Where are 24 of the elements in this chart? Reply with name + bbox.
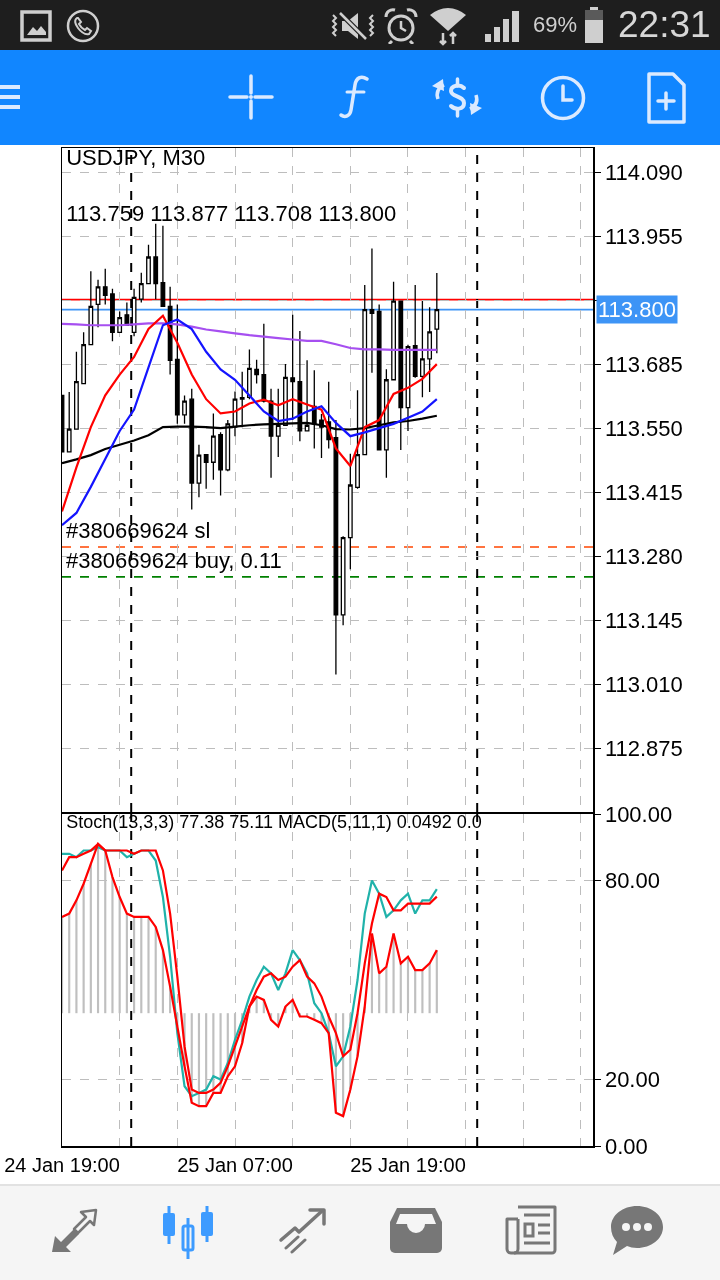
text: 69% xyxy=(533,12,578,37)
y-tick-label: 113.415 xyxy=(604,479,683,505)
y-tick-label: 113.550 xyxy=(604,415,683,441)
y-tick-label: 113.955 xyxy=(604,223,683,249)
y-tick-label: 113.685 xyxy=(604,351,683,377)
x-tick-label: 24 Jan 19:00 xyxy=(4,1153,120,1176)
x-tick-label: 25 Jan 19:00 xyxy=(350,1153,466,1176)
y-tick-label: 112.875 xyxy=(604,735,683,761)
text: 22:31 xyxy=(618,4,711,45)
y-tick-label: 20.00 xyxy=(604,1067,660,1093)
x-tick-label: 25 Jan 07:00 xyxy=(177,1153,293,1176)
y-tick-label: 80.00 xyxy=(604,868,660,894)
y-tick-label: 0.00 xyxy=(604,1133,648,1159)
ref-line-label: #380669624 sl xyxy=(66,518,211,543)
y-tick-label: 100.00 xyxy=(604,801,673,827)
y-tick-label: 113.010 xyxy=(604,671,683,697)
ref-line-label: 113.800 xyxy=(598,297,676,322)
y-tick-label: 114.090 xyxy=(604,159,683,185)
y-tick-label: 113.280 xyxy=(604,543,683,569)
chart-title: Stoch(13,3,3) 77.38 75.11 MACD(5,11,1) 0.0492 0.0 xyxy=(66,811,482,832)
chart-title: USDJPY, M30 xyxy=(66,145,206,171)
ref-line-label: #380669624 buy, 0.11 xyxy=(66,548,282,573)
y-tick-label: 113.145 xyxy=(604,607,683,633)
text: 113.759 113.877 113.708 113.800 xyxy=(66,200,397,226)
